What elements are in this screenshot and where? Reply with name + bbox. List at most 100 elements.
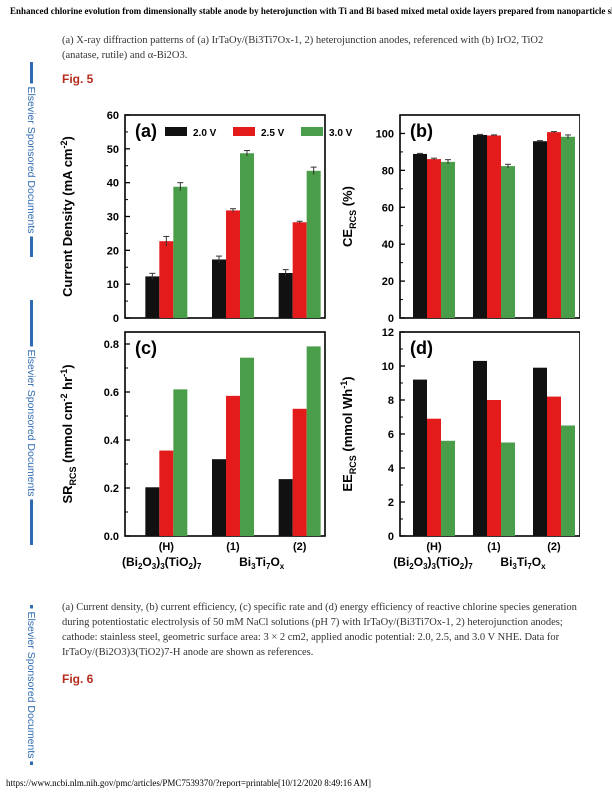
y-tick-label: 10 xyxy=(107,279,119,291)
bar-20V-0 xyxy=(413,379,427,536)
y-tick-label: 0.0 xyxy=(104,531,119,543)
legend-swatch xyxy=(165,127,187,136)
bar-20V-1 xyxy=(473,134,487,318)
bar-30V-2 xyxy=(561,425,575,536)
x-tick-label: (2) xyxy=(547,541,561,553)
bar-30V-2 xyxy=(306,346,321,536)
bar-25V-1 xyxy=(487,135,501,318)
bar-30V-0 xyxy=(441,161,455,318)
y-tick-label: 40 xyxy=(107,178,119,190)
panel-label: (a) xyxy=(135,121,157,141)
y-tick-label: 0.8 xyxy=(104,339,119,351)
y-tick-label: 20 xyxy=(107,245,119,257)
bar-25V-1 xyxy=(226,395,240,536)
x-group-label: Bi3Ti7Ox xyxy=(239,555,285,571)
bar-20V-2 xyxy=(533,367,547,536)
y-tick-label: 0.4 xyxy=(104,435,120,447)
x-tick-label: (H) xyxy=(426,541,442,553)
bar-20V-1 xyxy=(473,360,487,536)
bar-20V-0 xyxy=(145,487,160,536)
y-tick-label: 60 xyxy=(107,110,119,122)
y-tick-label: 20 xyxy=(382,276,394,288)
legend-label: 2.5 V xyxy=(261,128,285,139)
y-tick-label: 0 xyxy=(388,313,394,325)
bar-30V-1 xyxy=(501,442,515,536)
y-tick-label: 60 xyxy=(382,202,394,214)
bar-25V-2 xyxy=(292,222,307,318)
x-group-label: Bi3Ti7Ox xyxy=(500,555,546,571)
page-footer-url: https://www.ncbi.nlm.nih.gov/pmc/article… xyxy=(6,778,371,788)
bar-30V-1 xyxy=(240,357,254,536)
bar-30V-1 xyxy=(240,153,254,318)
y-axis-title: SRRCS (mmol cm-2 hr-1) xyxy=(60,364,78,503)
panel-label: (b) xyxy=(410,121,433,141)
x-group-label: (Bi2O3)3(TiO2)7 xyxy=(122,555,202,571)
bar-20V-2 xyxy=(533,141,547,318)
y-tick-label: 30 xyxy=(107,212,119,224)
bar-25V-0 xyxy=(427,159,441,318)
y-tick-label: 10 xyxy=(382,361,394,373)
x-tick-label: (1) xyxy=(487,541,501,553)
y-tick-label: 8 xyxy=(388,395,394,407)
bar-30V-0 xyxy=(173,186,188,318)
bar-25V-0 xyxy=(427,418,441,536)
bar-30V-2 xyxy=(561,136,575,318)
bar-30V-1 xyxy=(501,166,515,318)
y-tick-label: 0 xyxy=(113,313,119,325)
bar-20V-1 xyxy=(212,459,226,536)
fig5-label[interactable]: Fig. 5 xyxy=(62,72,94,86)
y-tick-label: 12 xyxy=(382,327,394,339)
panel-b: 0 20 40 60 80 100 (b) CERCS (%) xyxy=(340,114,580,325)
bar-30V-0 xyxy=(441,440,455,536)
bar-30V-0 xyxy=(173,389,188,536)
side-text: Elsevier Sponsored Documents xyxy=(25,608,37,762)
y-tick-label: 0.6 xyxy=(104,387,119,399)
fig6-label[interactable]: Fig. 6 xyxy=(62,672,94,686)
bar-25V-2 xyxy=(547,396,561,536)
bar-20V-1 xyxy=(212,259,226,318)
panel-label: (d) xyxy=(410,338,433,358)
panel-label: (c) xyxy=(135,338,157,358)
y-axis-title: CERCS (%) xyxy=(340,186,358,247)
y-tick-label: 100 xyxy=(376,128,394,140)
side-banner-1: Elsevier Sponsored Documents xyxy=(24,62,38,257)
y-tick-label: 80 xyxy=(382,165,394,177)
bar-30V-2 xyxy=(306,170,321,318)
legend-label: 2.0 V xyxy=(193,128,217,139)
legend-swatch xyxy=(233,127,255,136)
y-axis-title: Current Density (mA cm-2) xyxy=(60,136,75,297)
bar-20V-0 xyxy=(145,276,160,318)
bar-25V-1 xyxy=(487,400,501,536)
panel-c: 0.0 0.2 0.4 0.6 0.8 (c) (H) (1) (2) (Bi2O3)3(TiO2… xyxy=(60,331,326,571)
y-tick-label: 50 xyxy=(107,144,119,156)
y-tick-label: 2 xyxy=(388,497,394,509)
side-text: Elsevier Sponsored Documents xyxy=(25,82,37,237)
y-axis-title: EERCS (mmol Wh-1) xyxy=(339,376,358,491)
legend-label: 3.0 V xyxy=(329,128,353,139)
x-group-label: (Bi2O3)3(TiO2)7 xyxy=(393,555,473,571)
bar-20V-2 xyxy=(278,273,293,318)
y-tick-label: 0.2 xyxy=(104,483,119,495)
y-tick-label: 4 xyxy=(388,463,395,475)
document-header: Enhanced chlorine evolution from dimensi… xyxy=(10,6,612,16)
x-tick-label: (H) xyxy=(159,541,175,553)
bar-25V-0 xyxy=(159,450,174,536)
side-banner-2: Elsevier Sponsored Documents xyxy=(24,300,38,545)
bar-25V-0 xyxy=(159,241,174,318)
y-tick-label: 6 xyxy=(388,429,394,441)
bar-20V-2 xyxy=(278,479,293,536)
x-tick-label: (1) xyxy=(226,541,240,553)
x-tick-label: (2) xyxy=(293,541,307,553)
figure4-caption: (a) X-ray diffraction patterns of (a) Ir… xyxy=(62,35,544,61)
y-tick-label: 0 xyxy=(388,531,394,543)
side-banner-3: Elsevier Sponsored Documents xyxy=(24,605,38,765)
figure5-caption: (a) Current density, (b) current efficie… xyxy=(62,602,577,658)
bar-25V-2 xyxy=(292,408,307,536)
legend-swatch xyxy=(301,127,323,136)
y-tick-label: 40 xyxy=(382,239,394,251)
bar-25V-2 xyxy=(547,132,561,318)
panel-d: 0 2 4 6 8 10 12 (d) (H) (1) (2) (Bi2O3)3(TiO2)7 Bi3T… xyxy=(339,327,580,571)
bar-20V-0 xyxy=(413,153,427,318)
panel-a: 0 10 20 30 40 50 60 (a) Current Density (mA cm-2… xyxy=(60,110,353,325)
